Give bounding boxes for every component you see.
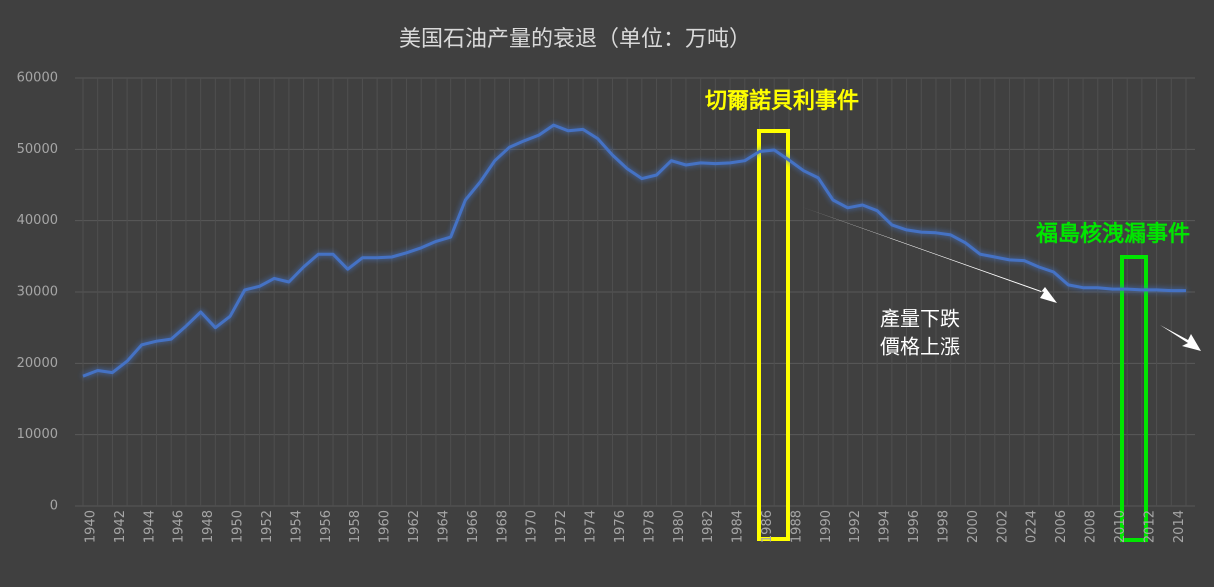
x-tick-label: 1992 (848, 510, 863, 543)
x-tick-label: 1984 (731, 510, 746, 543)
highlight-box (1120, 255, 1148, 542)
x-tick-label: 1998 (936, 510, 951, 543)
y-tick-label: 30000 (17, 285, 58, 300)
x-tick-label: 1990 (819, 510, 834, 543)
x-tick-label: 1956 (319, 510, 334, 543)
x-tick-label: 1996 (907, 510, 922, 543)
grid (75, 77, 1195, 507)
y-tick-label: 20000 (17, 356, 58, 371)
x-tick-label: 1978 (642, 510, 657, 543)
x-tick-label: 1970 (525, 510, 540, 543)
y-tick-label: 10000 (17, 427, 58, 442)
x-tick-label: 1944 (142, 510, 157, 543)
x-tick-label: 1946 (172, 510, 187, 543)
x-tick-label: 1994 (878, 510, 893, 543)
x-tick-label: 1974 (584, 510, 599, 543)
x-tick-label: 1968 (495, 510, 510, 543)
annotation: 價格上漲 (880, 335, 960, 359)
arrow (1160, 325, 1201, 351)
x-tick-label: 2008 (1084, 510, 1099, 543)
x-tick-label: 1962 (407, 510, 422, 543)
line-series (82, 123, 1186, 378)
annotation: 產量下跌 (880, 307, 960, 331)
x-tick-label: 1982 (701, 510, 716, 543)
x-tick-label: 1952 (260, 510, 275, 543)
x-tick-label: 2002 (995, 510, 1010, 543)
x-tick-label: 1988 (789, 510, 804, 543)
y-tick-label: 40000 (17, 213, 58, 228)
chart-title: 美国石油产量的衰退（单位：万吨） (399, 27, 751, 52)
x-tick-label: 2000 (966, 510, 981, 543)
x-tick-label: 1942 (113, 510, 128, 543)
x-tick-label: 2014 (1172, 510, 1187, 543)
x-tick-label: 1986 (760, 510, 775, 543)
x-tick-label: 1958 (348, 510, 363, 543)
x-tick-label: 2006 (1054, 510, 1069, 543)
x-tick-label: 1954 (289, 510, 304, 543)
y-tick-label: 60000 (17, 71, 58, 86)
x-tick-label: 1960 (378, 510, 393, 543)
annotation: 切爾諾貝利事件 (705, 88, 859, 114)
x-tick-label: 1950 (231, 510, 246, 543)
x-tick-label: 1948 (201, 510, 216, 543)
y-tick-label: 50000 (17, 142, 58, 157)
x-tick-label: 1964 (436, 510, 451, 543)
highlight-box (757, 129, 790, 541)
x-tick-label: 1980 (672, 510, 687, 543)
x-tick-label: 0224 (1025, 510, 1040, 543)
x-tick-label: 1940 (84, 510, 99, 543)
x-tick-label: 1966 (466, 510, 481, 543)
x-tick-label: 2012 (1142, 510, 1157, 543)
x-tick-label: 2010 (1113, 510, 1128, 543)
x-tick-label: 1972 (554, 510, 569, 543)
annotation: 福島核洩漏事件 (1035, 221, 1190, 247)
x-tick-label: 1976 (613, 510, 628, 543)
y-tick-label: 0 (50, 499, 58, 514)
